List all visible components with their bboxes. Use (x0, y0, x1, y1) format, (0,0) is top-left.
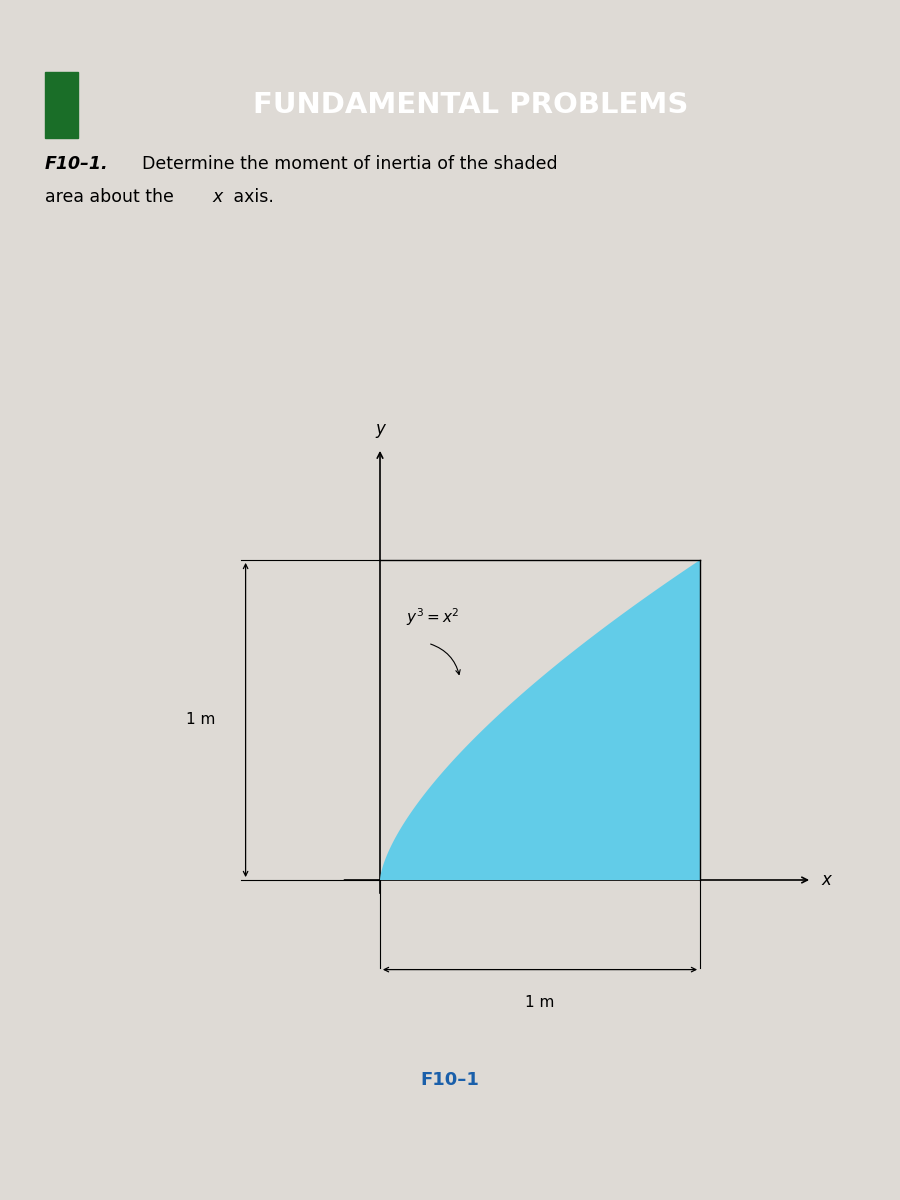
Polygon shape (380, 560, 700, 880)
Text: 1 m: 1 m (186, 713, 215, 727)
Text: F10–1.: F10–1. (45, 155, 109, 173)
Text: x: x (822, 871, 832, 889)
Text: area about the: area about the (45, 188, 179, 206)
Text: F10–1: F10–1 (420, 1070, 480, 1090)
Text: x: x (212, 188, 222, 206)
Text: Determine the moment of inertia of the shaded: Determine the moment of inertia of the s… (142, 155, 558, 173)
Text: 1 m: 1 m (526, 995, 554, 1009)
Text: axis.: axis. (228, 188, 274, 206)
Text: $y^3 = x^2$: $y^3 = x^2$ (406, 607, 459, 629)
Text: y: y (375, 420, 385, 438)
Text: FUNDAMENTAL PROBLEMS: FUNDAMENTAL PROBLEMS (253, 91, 688, 119)
Bar (45, 72, 77, 138)
